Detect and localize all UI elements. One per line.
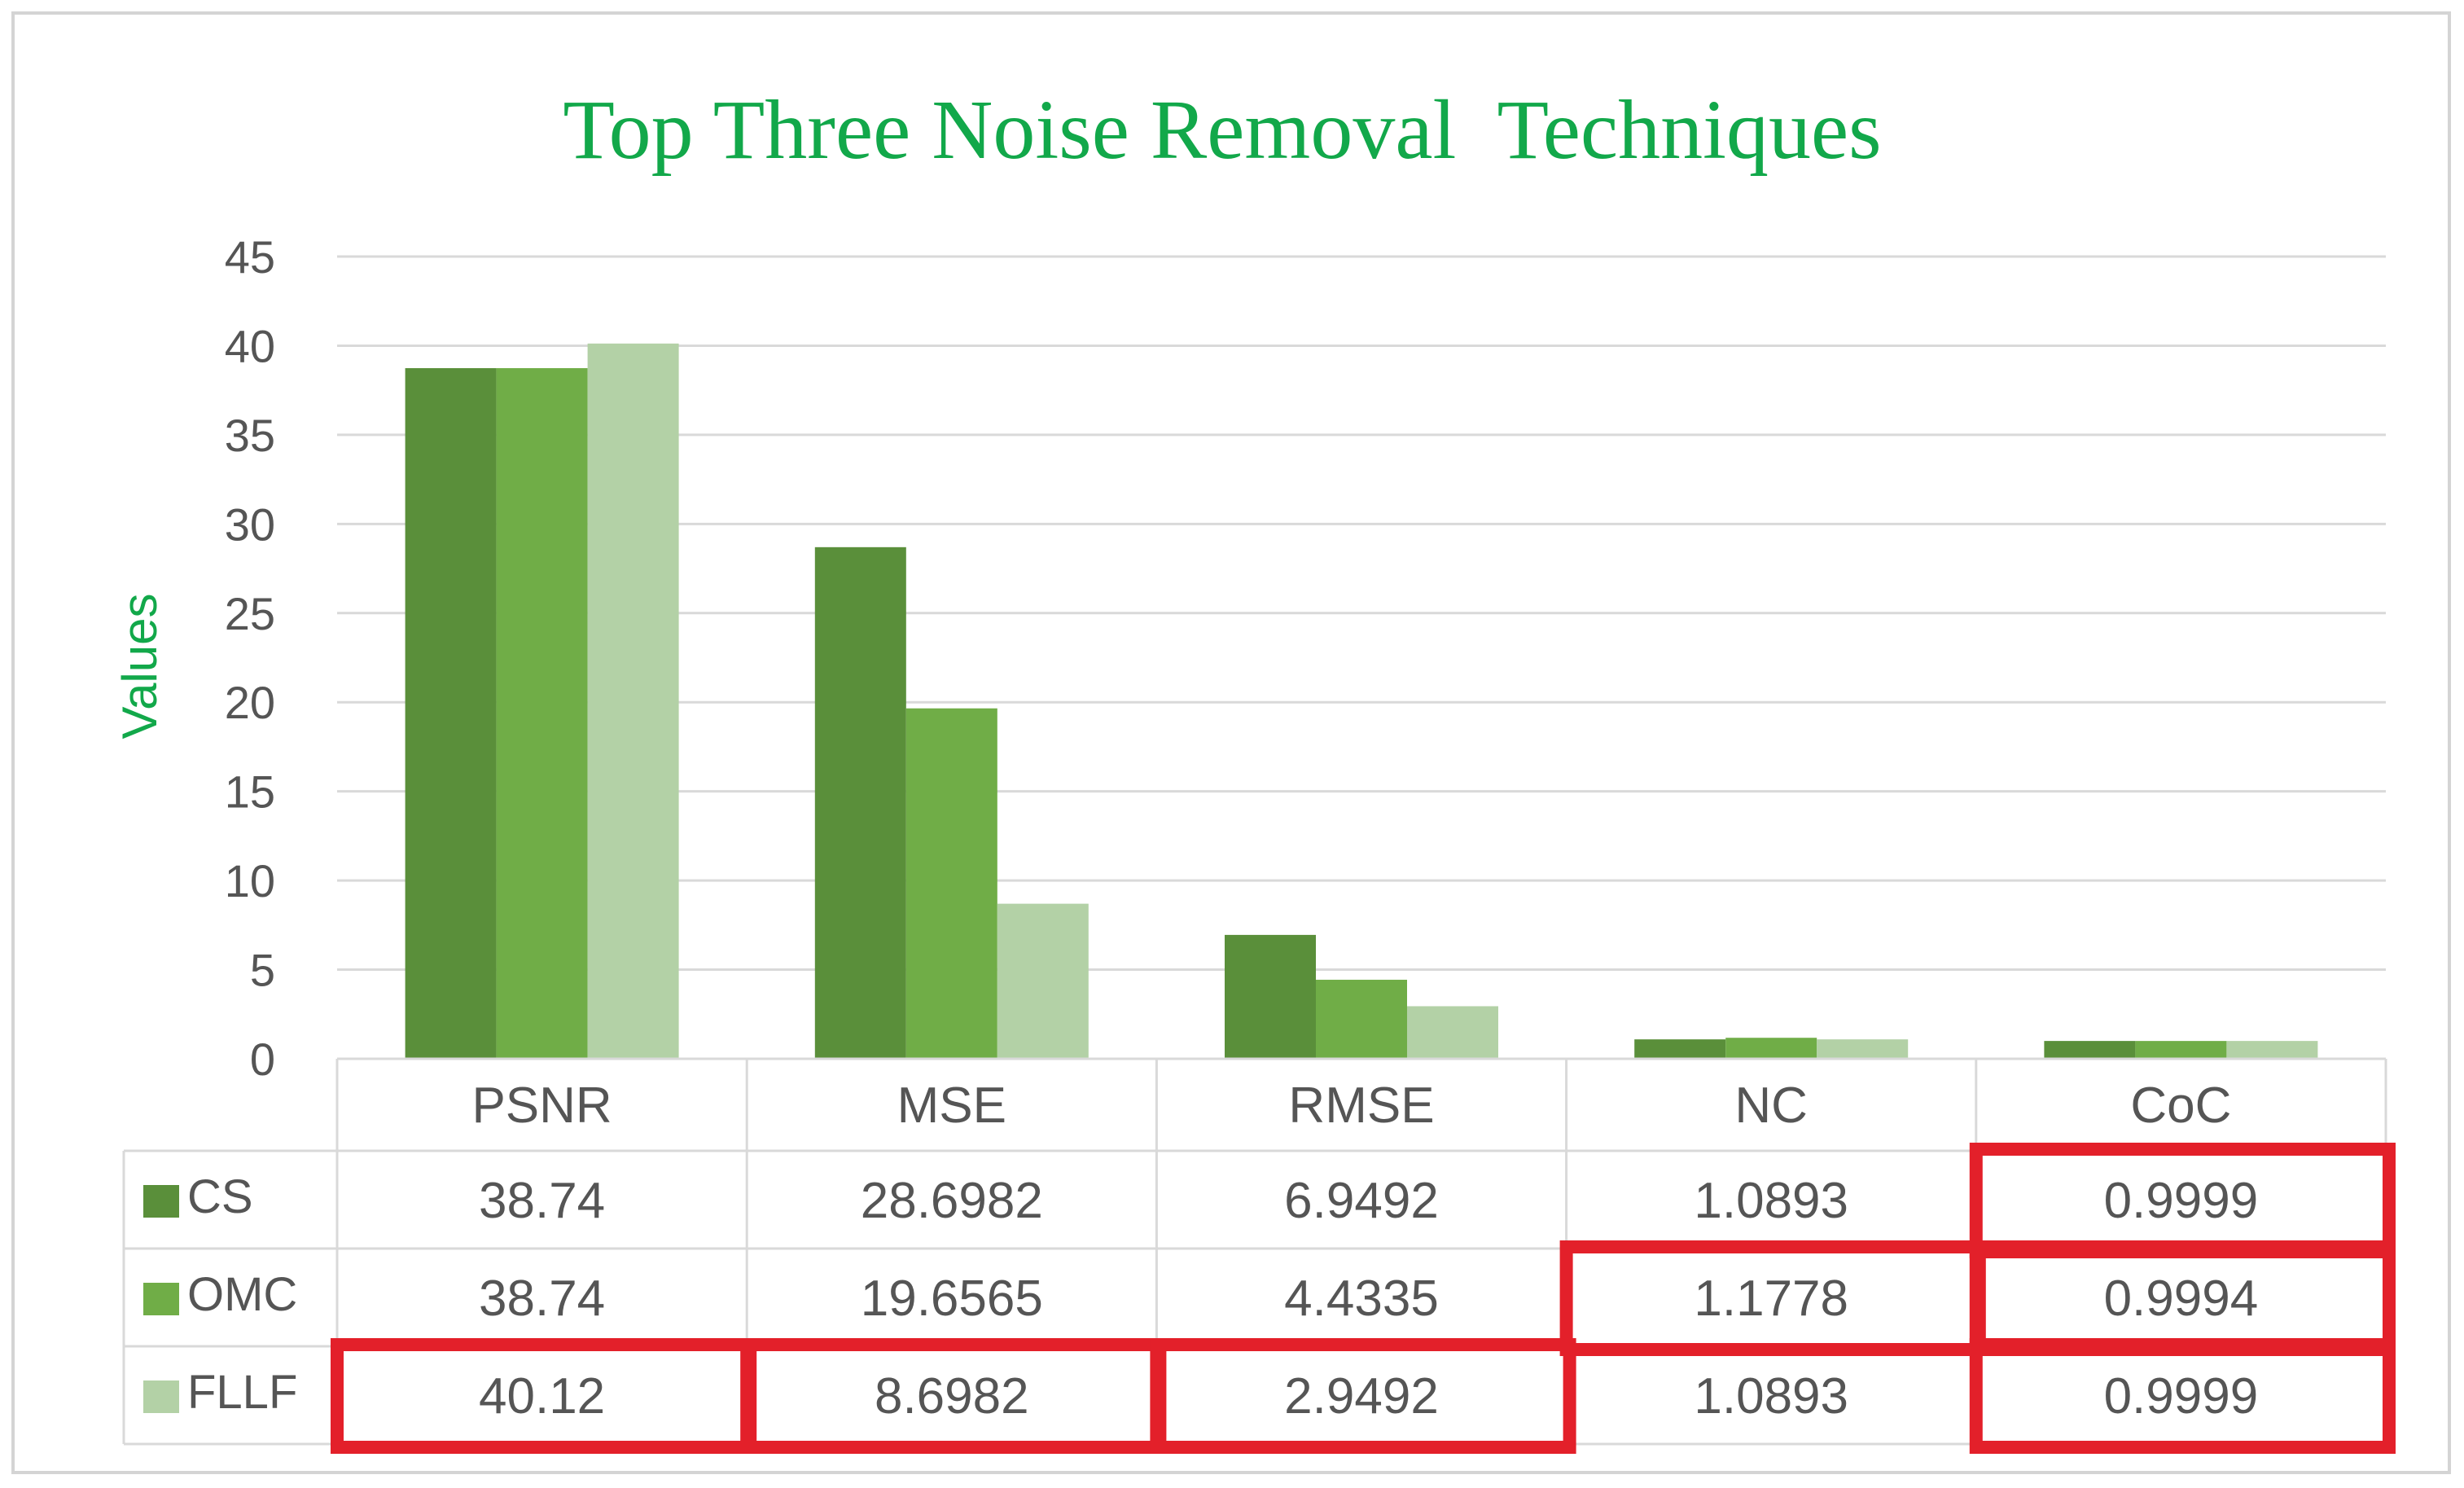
chart-title: Top Three Noise Removal Techniques: [563, 83, 1881, 177]
data-label: 1.0893: [1694, 1173, 1848, 1229]
bar-omc-mse: [905, 708, 997, 1059]
highlight-box: [1150, 1338, 1576, 1454]
data-label: 40.12: [479, 1368, 605, 1424]
y-tick-label: 10: [225, 855, 275, 906]
legend-swatch-omc: [143, 1283, 179, 1315]
bar-omc-nc: [1725, 1038, 1817, 1059]
data-label: 28.6982: [861, 1173, 1043, 1229]
data-label: 19.6565: [861, 1271, 1043, 1327]
data-label: 4.4335: [1284, 1271, 1439, 1327]
y-axis-label: Values: [112, 593, 167, 739]
category-label: NC: [1734, 1078, 1808, 1134]
bar-omc-psnr: [496, 368, 588, 1060]
data-label: 0.9999: [2104, 1368, 2259, 1424]
legend-label-fllf: FLLF: [187, 1366, 297, 1419]
bar-fllf-mse: [997, 903, 1089, 1059]
bar-fllf-coc: [2226, 1041, 2318, 1059]
y-tick-label: 30: [225, 498, 275, 550]
highlight-boxes: [331, 1143, 2396, 1454]
category-label: RMSE: [1288, 1078, 1434, 1134]
data-label: 38.74: [479, 1173, 605, 1229]
legend-label-omc: OMC: [187, 1268, 297, 1321]
y-tick-label: 40: [225, 320, 275, 371]
data-label: 0.9999: [2104, 1173, 2259, 1229]
y-tick-label: 35: [225, 410, 275, 461]
category-label: MSE: [897, 1078, 1006, 1134]
data-label: 2.9492: [1284, 1368, 1439, 1424]
bar-cs-rmse: [1225, 934, 1316, 1059]
data-label: 38.74: [479, 1271, 605, 1327]
category-label: CoC: [2130, 1078, 2231, 1134]
y-tick-label: 5: [250, 945, 275, 996]
y-tick-label: 25: [225, 588, 275, 639]
bars: [405, 343, 2318, 1060]
bar-omc-rmse: [1316, 979, 1407, 1059]
y-tick-label: 0: [250, 1034, 275, 1085]
bar-fllf-rmse: [1407, 1006, 1498, 1059]
data-label: 1.0893: [1694, 1368, 1848, 1424]
y-tick-label: 20: [225, 677, 275, 728]
highlight-box: [1969, 1338, 2396, 1454]
bar-cs-coc: [2044, 1041, 2136, 1059]
legend-label-cs: CS: [187, 1170, 253, 1223]
data-label: 8.6982: [875, 1368, 1029, 1424]
legend-swatch-cs: [143, 1185, 179, 1218]
bar-fllf-nc: [1817, 1039, 1909, 1059]
chart: Top Three Noise Removal Techniques Value…: [112, 83, 2396, 1454]
y-tick-label: 15: [225, 766, 275, 818]
bar-omc-coc: [2135, 1041, 2227, 1059]
data-label: 0.9994: [2104, 1271, 2259, 1327]
data-table: PSNR MSE RMSE NC CoC CS 38.74 28.6982 6.9492 1.08…: [122, 1057, 2387, 1446]
bar-fllf-psnr: [587, 343, 679, 1060]
data-label: 1.1778: [1694, 1271, 1848, 1327]
legend-swatch-fllf: [143, 1380, 179, 1413]
bar-cs-nc: [1634, 1039, 1726, 1059]
data-label: 6.9492: [1284, 1173, 1439, 1229]
bar-cs-psnr: [405, 368, 497, 1060]
bar-cs-mse: [814, 546, 906, 1059]
y-tick-label: 45: [225, 231, 275, 283]
chart-frame: Top Three Noise Removal Techniques Value…: [11, 11, 2451, 1474]
y-axis-ticks: 0 5 10 15 20 25 30 35 40 45: [225, 231, 275, 1085]
category-label: PSNR: [471, 1078, 612, 1134]
